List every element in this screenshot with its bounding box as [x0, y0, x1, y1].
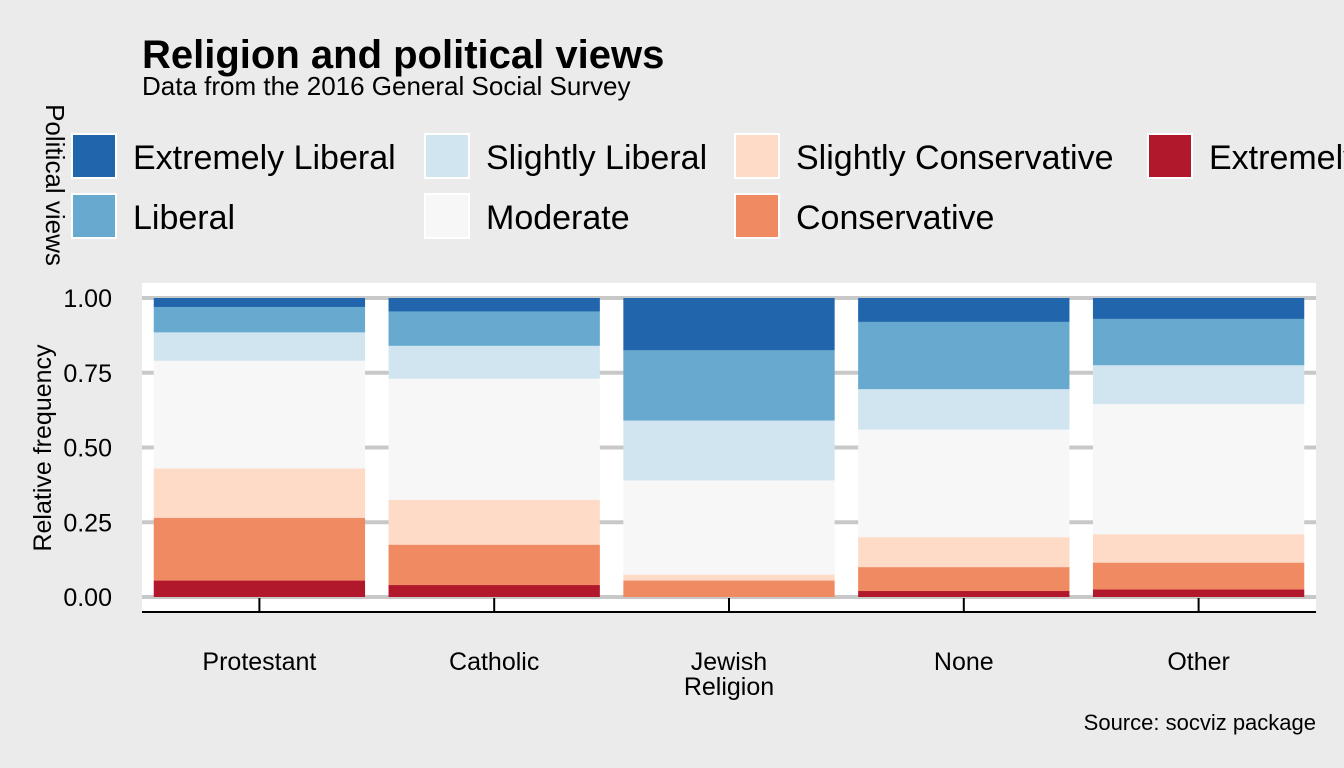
bar-segment-moderate — [153, 360, 366, 469]
legend-label: Liberal — [133, 199, 235, 237]
bar-segment-extremely-conservative — [153, 580, 366, 597]
x-tick-label: None — [934, 648, 994, 676]
bar-segment-moderate — [388, 378, 600, 500]
chart-caption: Source: socviz package — [1084, 710, 1316, 735]
y-tick-label: 0.00 — [63, 584, 112, 612]
bar-segment-extremely-liberal — [1092, 298, 1305, 319]
legend-swatch — [1147, 133, 1193, 179]
y-axis: 0.00 0.25 0.50 0.75 1.00 — [63, 285, 112, 612]
legend-swatch — [424, 133, 470, 179]
legend-swatch — [734, 193, 780, 239]
bar-segment-conservative — [388, 544, 600, 586]
bar-stack-jewish — [623, 298, 835, 597]
bar-segment-conservative — [623, 580, 835, 597]
x-tick-label: Protestant — [202, 648, 316, 676]
legend-item-moderate: Moderate — [424, 193, 630, 239]
legend-label: Extremely Conservative — [1209, 139, 1344, 177]
bar-segment-slightly-conservative — [623, 574, 835, 581]
bar-segment-extremely-liberal — [623, 298, 835, 351]
bar-segment-extremely-conservative — [1092, 589, 1305, 597]
bar-segment-slightly-conservative — [388, 499, 600, 545]
bar-segment-extremely-conservative — [858, 591, 1070, 597]
y-tick-label: 0.25 — [63, 509, 112, 537]
x-tick-label: Catholic — [449, 648, 539, 676]
legend-swatch — [71, 193, 117, 239]
bar-stack-catholic — [388, 298, 600, 597]
legend-swatch — [734, 133, 780, 179]
bar-segment-moderate — [858, 429, 1070, 538]
legend-label: Conservative — [796, 199, 994, 237]
bar-segment-slightly-liberal — [623, 420, 835, 481]
bar-segment-slightly-conservative — [858, 537, 1070, 568]
legend: Extremely Liberal Slightly Liberal Slightl… — [71, 133, 1344, 239]
bar-stack-protestant — [153, 298, 366, 597]
x-axis: Protestant Catholic Jewish None Other — [142, 598, 1316, 676]
y-tick-label: 0.75 — [63, 360, 112, 388]
bar-segment-liberal — [388, 311, 600, 346]
bar-segment-liberal — [153, 306, 366, 333]
legend-label: Moderate — [486, 199, 630, 237]
x-tick-label: Other — [1167, 648, 1230, 676]
bar-stack-other — [1092, 298, 1305, 597]
legend-swatch — [71, 133, 117, 179]
legend-swatch — [424, 193, 470, 239]
bar-segment-moderate — [1092, 404, 1305, 535]
chart-subtitle: Data from the 2016 General Social Survey — [142, 71, 630, 101]
bar-segment-moderate — [623, 480, 835, 575]
bar-segment-slightly-liberal — [1092, 365, 1305, 405]
bar-segment-liberal — [623, 350, 835, 421]
bar-segment-slightly-liberal — [153, 332, 366, 361]
bar-segment-slightly-liberal — [858, 389, 1070, 430]
x-axis-title: Religion — [684, 673, 774, 701]
legend-item-extremely-liberal: Extremely Liberal — [71, 133, 396, 179]
y-tick-label: 1.00 — [63, 285, 112, 313]
bar-segment-conservative — [1092, 562, 1305, 590]
chart-title: Religion and political views — [142, 33, 664, 77]
legend-title: Political views — [40, 104, 70, 266]
legend-label: Extremely Liberal — [133, 139, 396, 177]
legend-item-liberal: Liberal — [71, 193, 235, 239]
y-tick-label: 0.50 — [63, 435, 112, 463]
bars — [153, 298, 1305, 597]
legend-item-conservative: Conservative — [734, 193, 994, 239]
bar-segment-slightly-conservative — [1092, 534, 1305, 563]
bar-segment-liberal — [1092, 318, 1305, 366]
x-tick-label: Jewish — [691, 648, 767, 676]
legend-label: Slightly Conservative — [796, 139, 1113, 177]
bar-segment-slightly-liberal — [388, 345, 600, 379]
bar-stack-none — [858, 298, 1070, 597]
legend-item-slightly-conservative: Slightly Conservative — [734, 133, 1113, 179]
bar-segment-extremely-liberal — [388, 298, 600, 312]
legend-item-slightly-liberal: Slightly Liberal — [424, 133, 707, 179]
bar-segment-extremely-conservative — [388, 585, 600, 597]
legend-label: Slightly Liberal — [486, 139, 707, 177]
bar-segment-extremely-liberal — [153, 298, 366, 307]
legend-item-extremely-conservative: Extremely Conservative — [1147, 133, 1344, 179]
bar-segment-extremely-liberal — [858, 298, 1070, 322]
bar-segment-conservative — [153, 517, 366, 581]
bar-segment-slightly-conservative — [153, 468, 366, 518]
y-axis-title: Relative frequency — [29, 344, 57, 552]
bar-segment-liberal — [858, 321, 1070, 390]
bar-segment-conservative — [858, 567, 1070, 592]
